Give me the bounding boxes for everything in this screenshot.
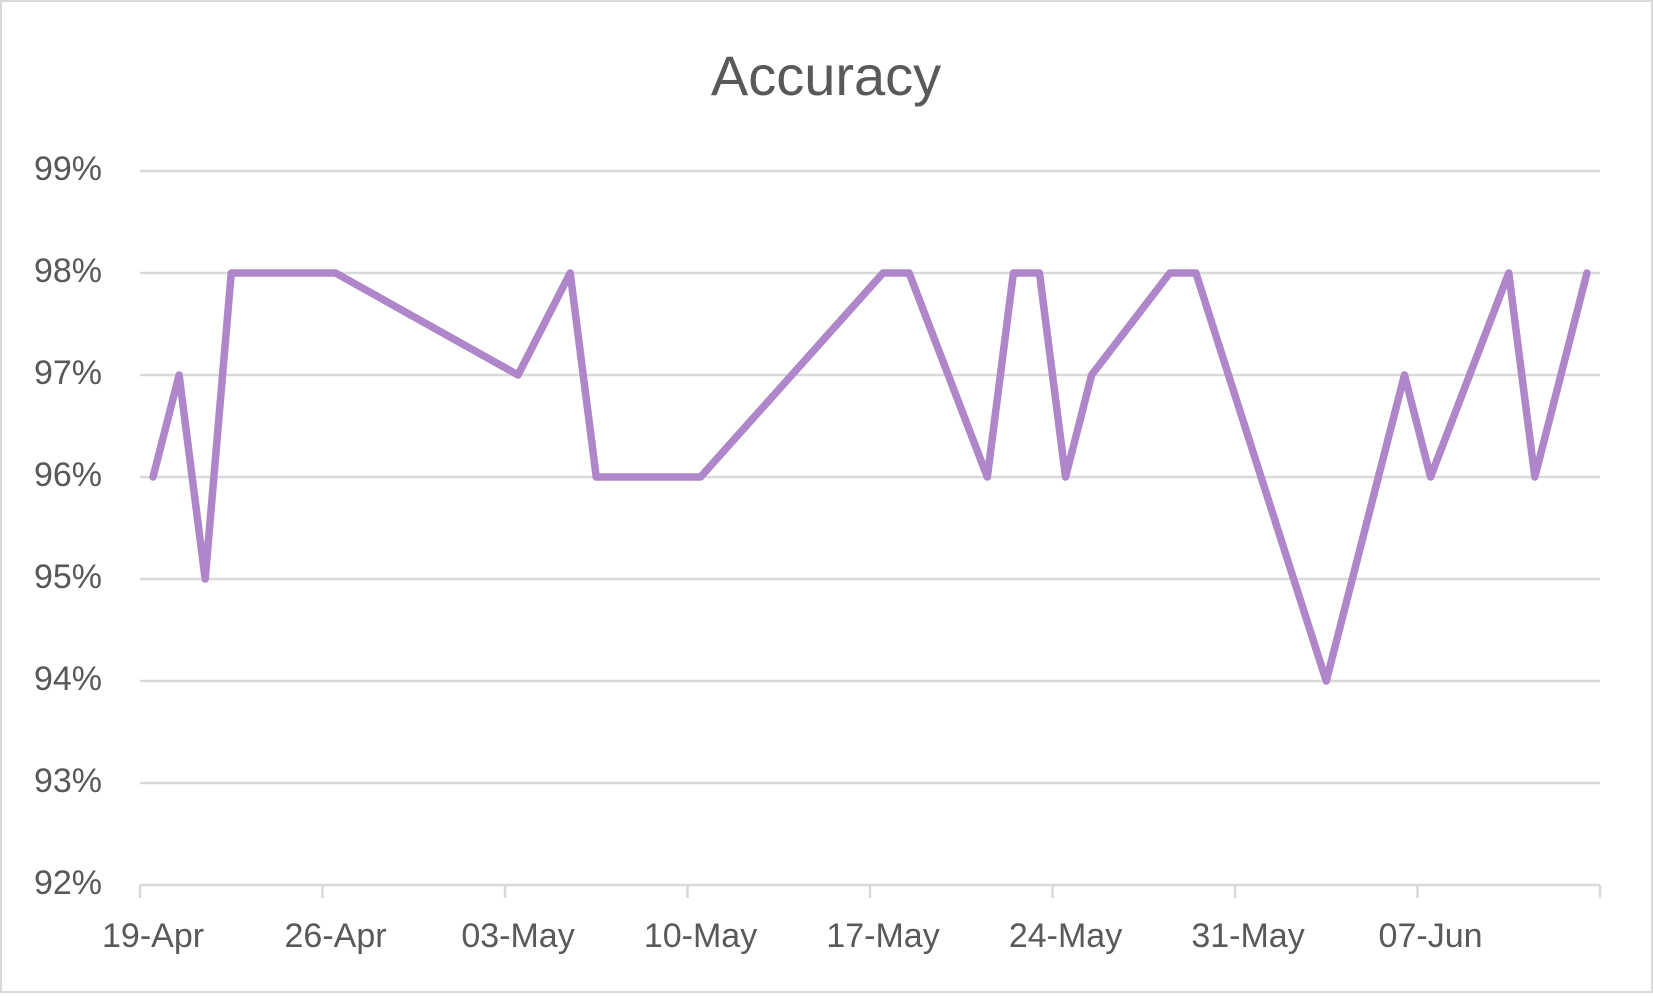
y-tick-label: 95% [34,558,102,596]
chart-title: Accuracy [711,44,941,107]
x-tick-label: 26-Apr [285,917,387,955]
y-tick-label: 96% [34,456,102,494]
x-tick-label: 07-Jun [1379,917,1483,955]
x-tick-label: 10-May [644,917,757,955]
y-tick-label: 93% [34,762,102,800]
x-tick-label: 24-May [1009,917,1122,955]
x-tick-label: 03-May [461,917,574,955]
line-series [149,269,1591,685]
y-tick-label: 97% [34,354,102,392]
y-tick-label: 92% [34,864,102,902]
y-tick-label: 98% [34,252,102,290]
x-tick-label: 17-May [826,917,939,955]
y-tick-label: 94% [34,660,102,698]
x-tick-label: 31-May [1191,917,1304,955]
x-tick-label: 19-Apr [102,917,204,955]
y-tick-label: 99% [34,150,102,188]
